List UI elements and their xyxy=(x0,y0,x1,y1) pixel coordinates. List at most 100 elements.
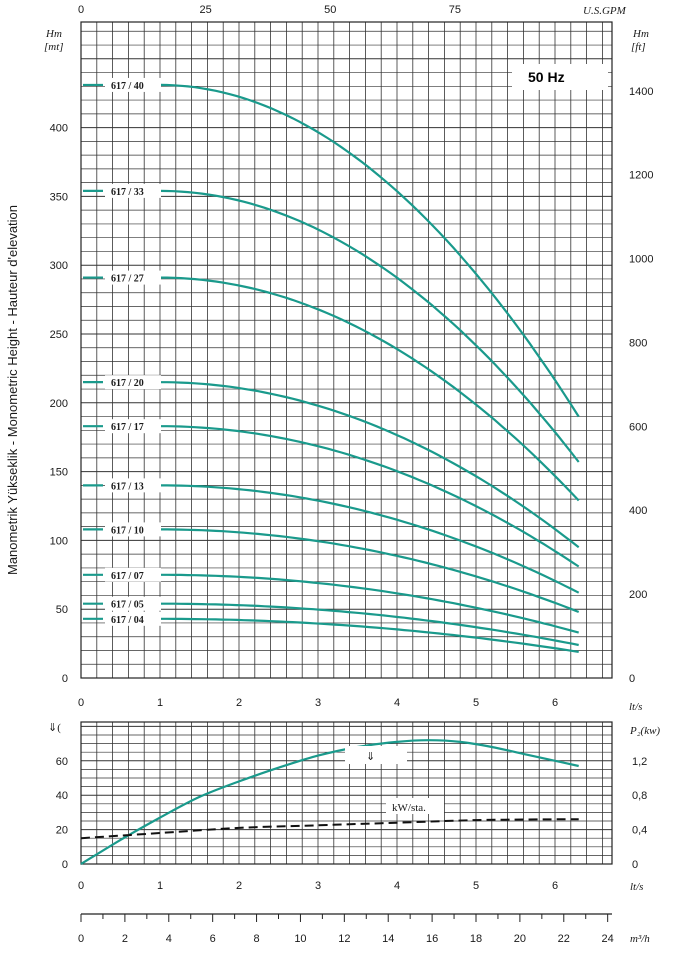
head-curve xyxy=(159,189,580,463)
head-curve xyxy=(160,528,580,614)
eff-right-axis-label: P₂(kw) xyxy=(629,725,660,737)
eff-x-tick-label: 5 xyxy=(473,880,479,892)
x-tick-label: 6 xyxy=(552,697,558,709)
head-curve xyxy=(160,484,580,594)
m3h-tick-label: 6 xyxy=(210,933,216,945)
x-tick-label: 0 xyxy=(78,697,84,709)
curve-label-bg xyxy=(105,596,161,611)
m3h-tick-label: 22 xyxy=(558,933,570,945)
m3h-unit: m³/h xyxy=(630,933,650,945)
right-tick-label: 200 xyxy=(629,589,647,601)
left-axis-unit: [mt] xyxy=(44,41,64,53)
right-tick-label: 800 xyxy=(629,337,647,349)
head-curve xyxy=(159,83,580,418)
m3h-tick-label: 12 xyxy=(338,933,350,945)
efficiency-curves xyxy=(80,739,579,865)
top-tick-label: 75 xyxy=(449,4,461,16)
x-tick-label: 3 xyxy=(315,697,321,709)
x-tick-label: 4 xyxy=(394,697,400,709)
main-chart-grid xyxy=(80,21,613,679)
y-tick-label: 200 xyxy=(50,398,68,410)
curve-label: 617 / 07 xyxy=(111,571,144,582)
top-tick-label: 50 xyxy=(324,4,336,16)
eff-x-tick-label: 6 xyxy=(552,880,558,892)
main-x-unit: lt/s xyxy=(629,701,642,713)
m3h-tick-label: 0 xyxy=(78,933,84,945)
y-tick-label: 0 xyxy=(62,673,68,685)
flow-m3h-axis: 0 2 4 6 8 10 12 14 16 18 20 22 24 xyxy=(78,913,614,945)
m3h-tick-label: 14 xyxy=(382,933,394,945)
curve-label-bg xyxy=(105,375,161,390)
curve-label: 617 / 27 xyxy=(111,274,144,285)
y-tick-label: 400 xyxy=(50,123,68,135)
eff-x-unit: lt/s xyxy=(630,881,643,893)
eff-series-label-box xyxy=(345,746,407,764)
m3h-tick-label: 8 xyxy=(253,933,259,945)
right-axis-unit: [ft] xyxy=(631,41,646,53)
eff-x-tick-label: 3 xyxy=(315,880,321,892)
eff-x-tick-label: 0 xyxy=(78,880,84,892)
m3h-tick-label: 2 xyxy=(122,933,128,945)
eff-y-tick-label: 60 xyxy=(56,756,68,768)
y-tick-label: 150 xyxy=(50,467,68,479)
eff-y-tick-label: 40 xyxy=(56,790,68,802)
right-tick-label: 1000 xyxy=(629,254,653,266)
eff-x-tick-label: 1 xyxy=(157,880,163,892)
eff-right-tick-label: 0,4 xyxy=(632,825,647,837)
y-tick-label: 100 xyxy=(50,535,68,547)
head-curve xyxy=(160,381,580,549)
eff-right-tick-label: 0,8 xyxy=(632,790,647,802)
head-curve xyxy=(160,425,580,568)
top-tick-label: 0 xyxy=(78,4,84,16)
head-curve xyxy=(160,573,579,634)
eff-y-tick-label: 0 xyxy=(62,859,68,871)
right-tick-label: 600 xyxy=(629,421,647,433)
m3h-tick-label: 16 xyxy=(426,933,438,945)
m3h-tick-label: 20 xyxy=(514,933,526,945)
top-axis-unit: U.S.GPM xyxy=(583,5,627,17)
m3h-tick-label: 24 xyxy=(602,933,614,945)
head-curve xyxy=(160,602,579,647)
curve-label-bg xyxy=(105,522,161,537)
eff-x-tick-label: 4 xyxy=(394,880,400,892)
curve-labels: 617 / 40 617 / 33 617 / 27 617 / 20 617 / 17… xyxy=(105,77,161,626)
curve-label: 617 / 17 xyxy=(111,422,144,433)
head-curve xyxy=(160,617,579,653)
m3h-tick-label: 4 xyxy=(166,933,172,945)
eff-plot-frame xyxy=(80,721,613,865)
eff-series-label: ⇓ xyxy=(366,751,375,763)
curve-label-bg xyxy=(105,611,161,626)
y-tick-label: 50 xyxy=(56,604,68,616)
power-series-label-box xyxy=(386,798,444,814)
y-axis-title: Manometrik Yükseklik - Monometric Height… xyxy=(5,205,20,575)
eff-left-axis-label: ⇓( xyxy=(48,722,61,734)
main-chart-axes: 0 1 2 3 4 5 6050100150200250300350400020040060… xyxy=(50,4,654,709)
eff-y-tick-label: 20 xyxy=(56,825,68,837)
efficiency-curve xyxy=(80,739,579,865)
frequency-badge: 50 Hz xyxy=(528,69,565,85)
curve-label: 617 / 05 xyxy=(111,600,144,611)
left-axis-hm: Hm xyxy=(45,28,62,40)
power-series-label: kW/sta. xyxy=(392,802,426,814)
x-tick-label: 2 xyxy=(236,697,242,709)
y-tick-label: 250 xyxy=(50,329,68,341)
curve-label: 617 / 10 xyxy=(111,525,144,536)
curve-label: 617 / 40 xyxy=(111,81,144,92)
curve-label-bg xyxy=(105,77,161,92)
efficiency-chart-grid xyxy=(80,721,613,865)
eff-x-tick-label: 2 xyxy=(236,880,242,892)
right-axis-hm: Hm xyxy=(632,28,649,40)
right-tick-label: 1400 xyxy=(629,86,653,98)
head-curve xyxy=(160,276,580,502)
frequency-badge-box xyxy=(512,64,608,90)
curve-label: 617 / 04 xyxy=(111,615,144,626)
right-tick-label: 1200 xyxy=(629,170,653,182)
curve-label-bg xyxy=(105,183,161,198)
m3h-tick-label: 18 xyxy=(470,933,482,945)
x-tick-label: 5 xyxy=(473,697,479,709)
curve-label-bg xyxy=(105,270,161,285)
y-tick-label: 350 xyxy=(50,191,68,203)
right-tick-label: 400 xyxy=(629,505,647,517)
